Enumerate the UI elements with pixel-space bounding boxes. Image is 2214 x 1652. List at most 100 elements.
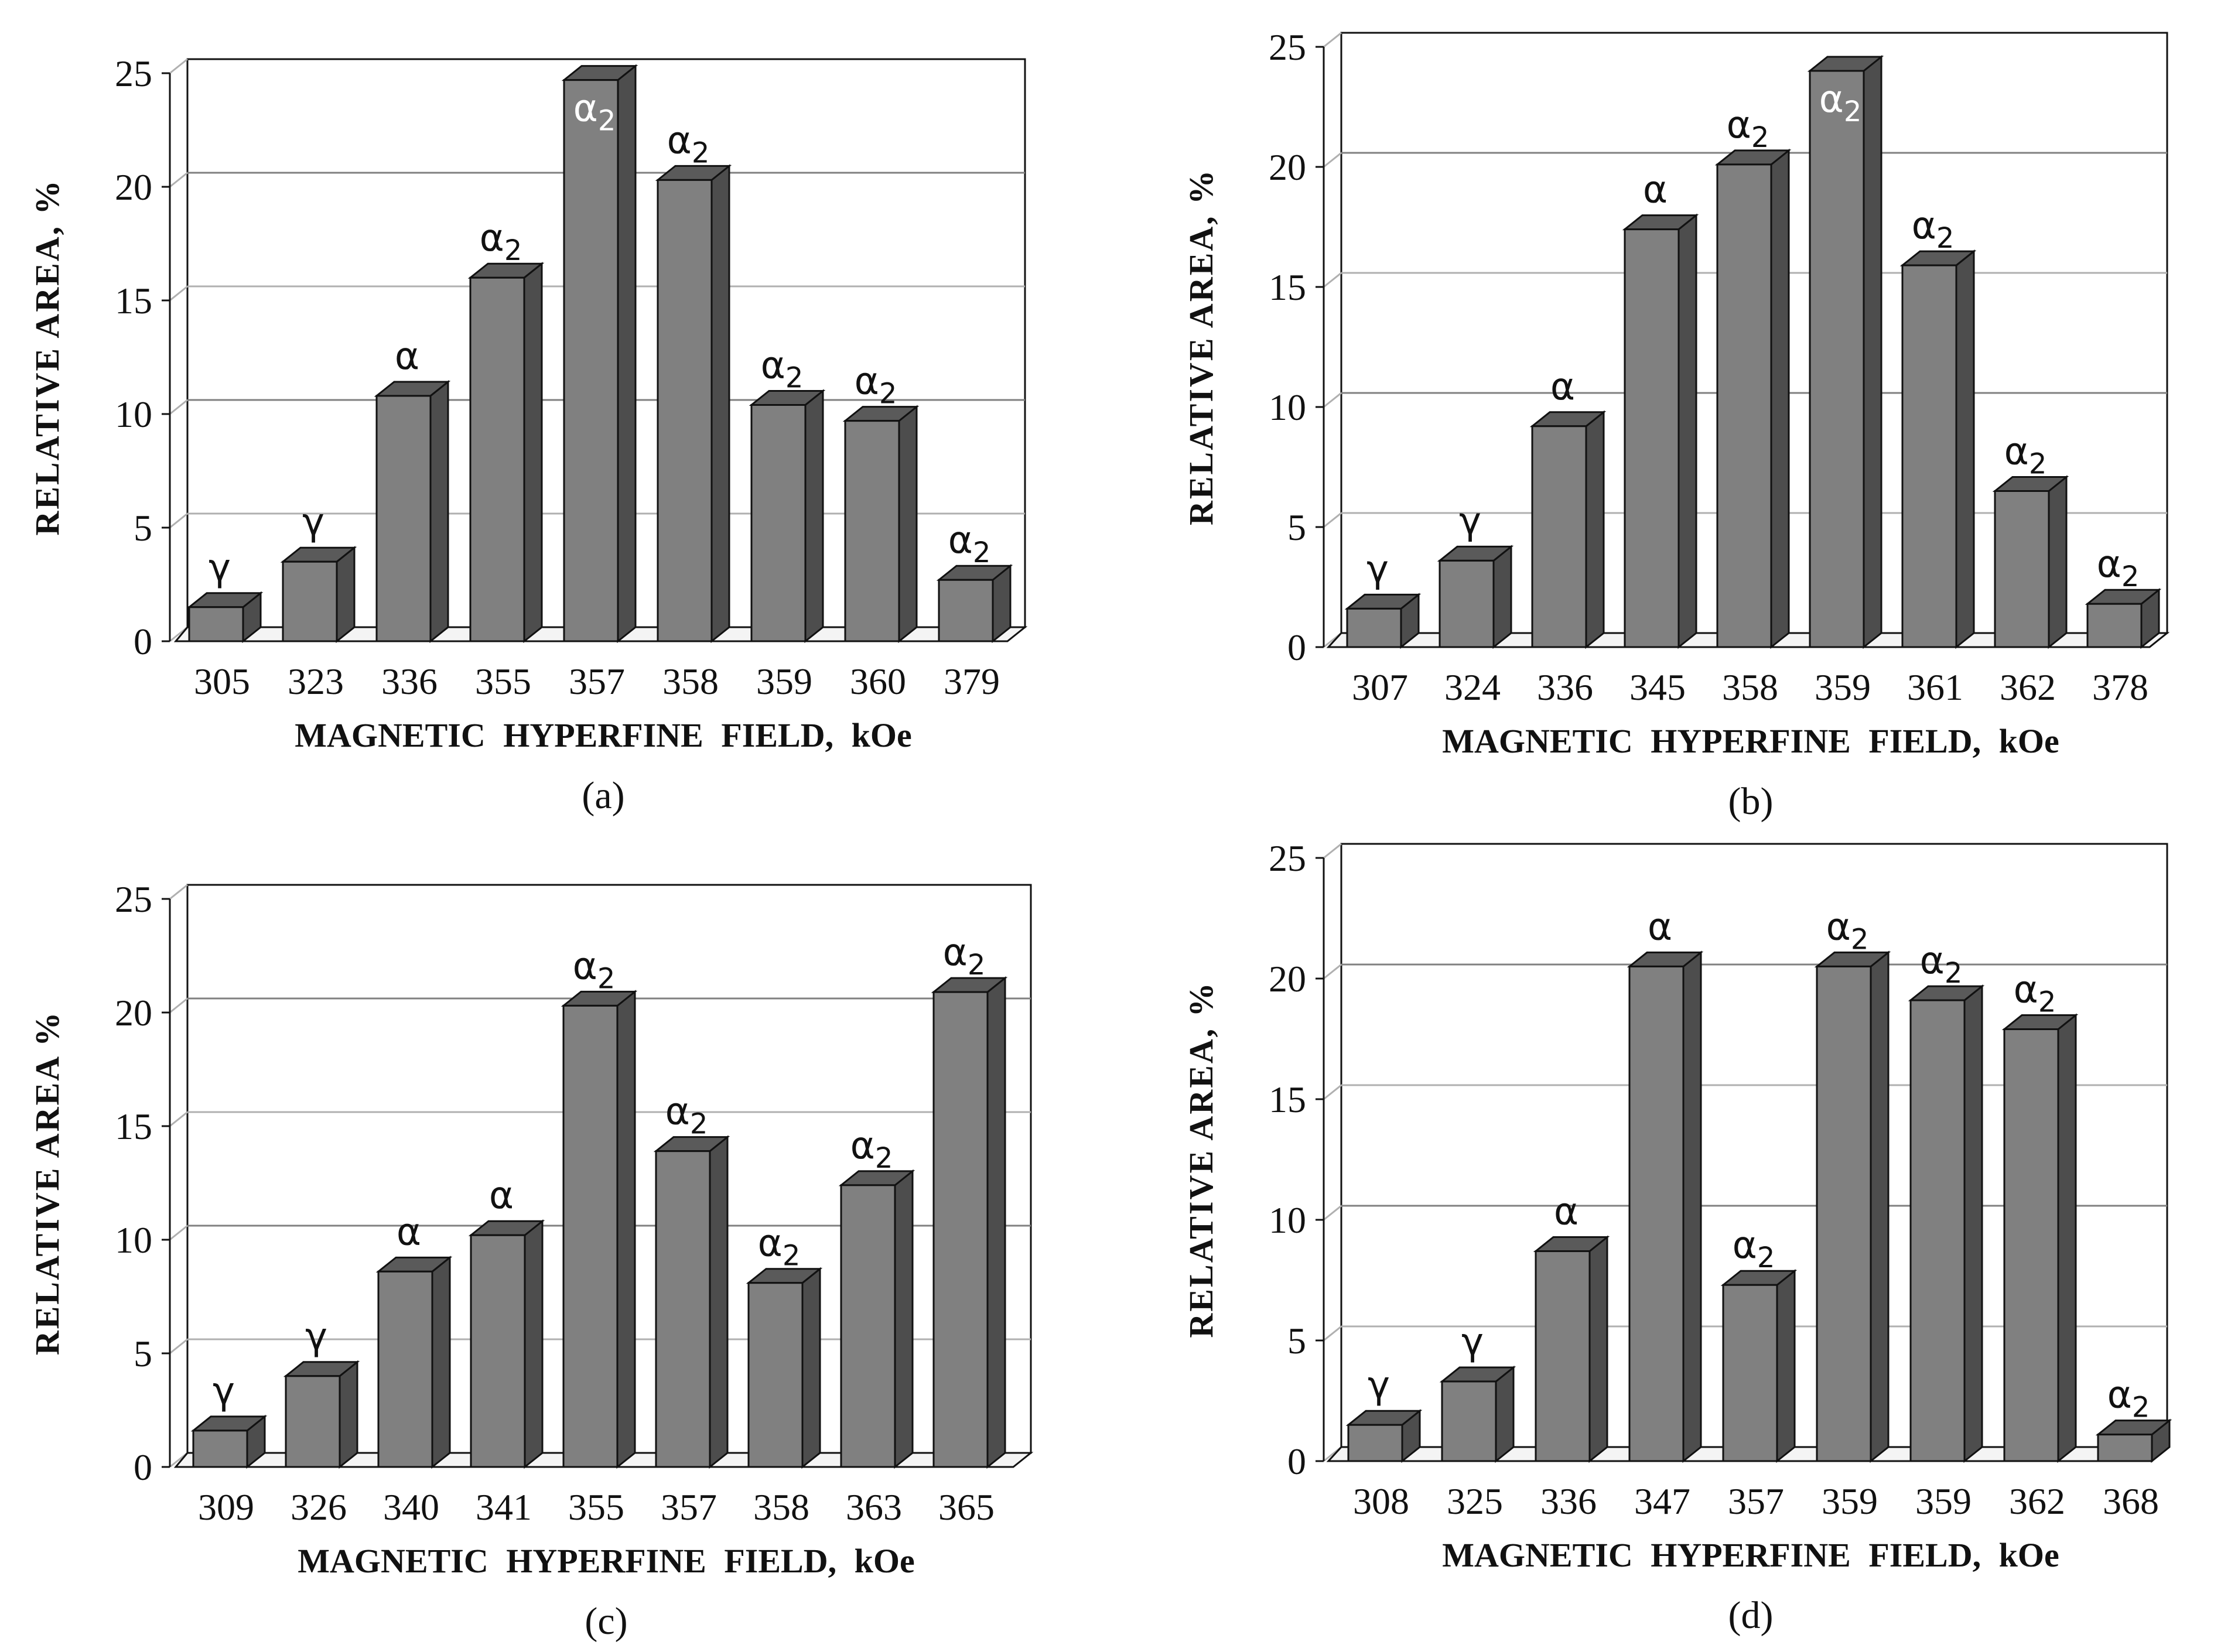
chart-c-phase-label: α2 [850, 1124, 893, 1175]
chart-d-phase-label: α2 [2107, 1374, 2150, 1424]
chart-b-wall-diagonal [1323, 272, 1342, 288]
chart-c-category-label: 363 [846, 1486, 902, 1528]
chart-c-phase-label: α [489, 1174, 514, 1217]
chart-b-y-tick-label: 10 [1269, 387, 1306, 428]
chart-a-wall-diagonal [169, 285, 188, 302]
chart-d-category-label: 368 [2103, 1480, 2159, 1522]
chart-a-y-tick-label: 0 [134, 621, 152, 662]
chart-b-phase-label: γ [1366, 548, 1389, 591]
chart-a-phase-label: α2 [761, 344, 804, 394]
chart-a-bar [749, 389, 826, 644]
chart-c-y-axis-title: RELATIVE AREA % [28, 1011, 66, 1356]
chart-d-bar [2001, 1013, 2079, 1463]
chart-b-y-tick-label: 20 [1269, 146, 1306, 188]
chart-a-category-label: 355 [475, 661, 531, 702]
chart-c-x-axis-title: MAGNETIC HYPERFINE FIELD, kOe [298, 1542, 914, 1580]
chart-a-phase-label: α2 [948, 519, 991, 569]
chart-a-bar [936, 564, 1013, 644]
chart-b-category-label: 359 [1815, 666, 1871, 708]
chart-a-bar [655, 164, 732, 644]
chart-a-svg: 0 5 10 15 20 25 γ 305 γ 323 α 336 α2 355 α2 357 α2 358 α2 3… [28, 53, 1028, 817]
chart-d-bar [2095, 1418, 2172, 1463]
chart-d-wall-diagonal [1323, 1084, 1342, 1100]
chart-a-phase-label: α2 [667, 119, 710, 169]
chart-c-category-label: 340 [383, 1486, 439, 1528]
chart-c-category-label: 355 [568, 1486, 624, 1528]
chart-d-y-tick-label: 15 [1269, 1079, 1306, 1120]
chart-d-phase-label: α2 [1733, 1224, 1775, 1274]
chart-b-y-tick-label: 25 [1269, 26, 1306, 68]
chart-c-phase-label: α2 [943, 931, 986, 981]
chart-d-y-tick-label: 20 [1269, 958, 1306, 1000]
chart-c-y-tick-label: 15 [115, 1106, 152, 1147]
chart-b-phase-label: γ [1459, 500, 1481, 543]
chart-b-y-axis-title: RELATIVE AREA, % [1182, 169, 1220, 525]
chart-c-category-label: 341 [476, 1486, 532, 1528]
chart-a-y-tick-label: 20 [115, 166, 152, 208]
chart-c-y-tick-label: 0 [134, 1446, 152, 1488]
chart-a-phase-label: α [395, 335, 419, 378]
chart-a-phase-label: α2 [573, 87, 616, 138]
chart-b-wall-diagonal [1323, 392, 1342, 408]
chart-b-wall-diagonal [1323, 152, 1342, 168]
chart-d-wall-diagonal [1323, 843, 1342, 859]
chart-d-category-label: 359 [1822, 1480, 1878, 1522]
chart-d-wall-diagonal [1323, 1325, 1342, 1342]
chart-c-bar [746, 1267, 823, 1469]
chart-d-bar [1627, 950, 1704, 1463]
chart-c-wall-diagonal [169, 997, 188, 1014]
chart-d-bar [1533, 1235, 1610, 1463]
chart-d-phase-label: α2 [2014, 969, 2056, 1019]
chart-c-category-label: 357 [661, 1486, 717, 1528]
chart-d-category-label: 359 [1915, 1480, 1972, 1522]
chart-d-svg: 0 5 10 15 20 25 γ 308 γ 325 α 336 α 347 α2 357 α2 359 α2 35… [1182, 837, 2172, 1637]
chart-b-phase-label: α2 [1819, 78, 1862, 128]
chart-c-bar [190, 1414, 268, 1469]
chart-c-phase-label: α2 [573, 945, 616, 995]
chart-d-phase-label: γ [1461, 1321, 1484, 1364]
chart-d-y-tick-label: 25 [1269, 837, 1306, 879]
chart-a-category-label: 358 [662, 661, 719, 702]
chart-b-category-label: 358 [1722, 666, 1778, 708]
chart-c-phase-label: γ [305, 1315, 327, 1359]
chart-d-phase-label: α [1648, 905, 1672, 949]
chart-a-phase-label: α2 [480, 217, 522, 267]
chart-a-category-label: 336 [381, 661, 438, 702]
chart-c-bar [468, 1219, 545, 1469]
chart-a-phase-label: α2 [855, 360, 897, 411]
chart-b-bar [1714, 148, 1792, 649]
chart-c-bar [931, 976, 1008, 1469]
chart-d-bar [1345, 1409, 1423, 1463]
chart-d-x-axis-title: MAGNETIC HYPERFINE FIELD, kOe [1442, 1536, 2059, 1574]
chart-a-bar [561, 64, 638, 644]
chart-a-y-tick-label: 25 [115, 53, 152, 94]
chart-panel-c: 0 5 10 15 20 25 γ 309 γ 326 α 340 α 341 α2 355 α2 357 α2 35… [0, 826, 1107, 1652]
chart-c-y-tick-label: 20 [115, 992, 152, 1034]
chart-b-category-label: 361 [1907, 666, 1963, 708]
chart-a-phase-label: γ [302, 501, 324, 544]
chart-c-panel-label: (c) [585, 1600, 627, 1643]
chart-b-phase-label: α2 [1727, 104, 1769, 154]
chart-c-y-tick-label: 5 [134, 1333, 152, 1374]
chart-a-bar [374, 379, 451, 644]
chart-a-category-label: 360 [850, 661, 906, 702]
chart-c-category-label: 358 [753, 1486, 809, 1528]
chart-d-category-label: 347 [1634, 1480, 1690, 1522]
chart-d-bar [1720, 1269, 1798, 1463]
chart-c-wall-diagonal [169, 1225, 188, 1241]
chart-a-wall-diagonal [169, 58, 188, 74]
chart-d-category-label: 308 [1353, 1480, 1409, 1522]
chart-c-bar [653, 1135, 730, 1469]
chart-a-panel-label: (a) [582, 774, 624, 817]
chart-d-category-label: 362 [2009, 1480, 2065, 1522]
chart-b-phase-label: α [1643, 169, 1668, 212]
chart-a-y-axis-title: RELATIVE AREA, % [28, 179, 66, 535]
chart-d-panel-label: (d) [1728, 1594, 1774, 1637]
chart-b-bar [1992, 475, 2069, 649]
chart-c-phase-label: α2 [758, 1222, 801, 1273]
chart-b-bar [1344, 593, 1422, 649]
chart-panel-b: 0 5 10 15 20 25 γ 307 γ 324 α 336 α 345 α2 358 α2 359 α2 36… [1166, 0, 2214, 826]
chart-d-phase-label: α2 [1920, 939, 1963, 990]
chart-d-category-label: 336 [1540, 1480, 1597, 1522]
chart-a-x-axis-title: MAGNETIC HYPERFINE FIELD, kOe [295, 716, 911, 754]
